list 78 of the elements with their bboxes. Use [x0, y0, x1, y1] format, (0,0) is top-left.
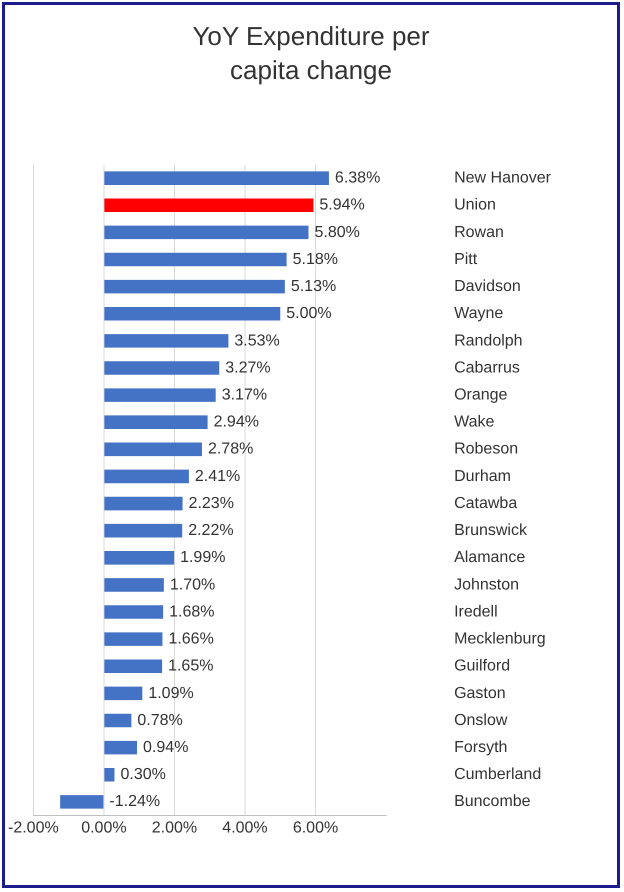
y-tick-label: Durham: [454, 468, 511, 485]
bar: [104, 442, 202, 456]
bar: [104, 306, 280, 321]
bar: [104, 361, 220, 375]
bar: [104, 578, 164, 592]
y-tick-label: Johnston: [454, 576, 520, 594]
y-tick-label: Cabarrus: [454, 359, 520, 376]
data-label: 2.94%: [214, 414, 259, 431]
y-tick-label: Forsyth: [454, 739, 508, 756]
y-tick-label: New Hanover: [454, 170, 552, 187]
data-label: 2.22%: [188, 522, 234, 540]
data-label: 5.13%: [290, 278, 336, 296]
bar: [104, 740, 138, 754]
bar: [104, 470, 189, 484]
bar: [104, 388, 216, 402]
data-label: 5.80%: [314, 224, 360, 241]
bar: [104, 686, 142, 700]
bar: [104, 198, 314, 212]
y-tick-label: Onslow: [454, 712, 508, 729]
bar: [104, 334, 228, 348]
y-tick-label: Union: [454, 196, 496, 214]
y-tick-label: Davidson: [454, 278, 521, 296]
y-tick-label: Iredell: [454, 603, 498, 620]
bar: [104, 768, 114, 782]
data-label: 0.30%: [120, 766, 166, 784]
y-tick-label: Guilford: [454, 658, 510, 675]
bar: [104, 415, 208, 429]
y-tick-label: Robeson: [454, 440, 518, 458]
data-label: 5.18%: [292, 250, 338, 268]
bar: [104, 226, 308, 240]
bar: [104, 659, 162, 674]
data-label: 1.66%: [168, 630, 214, 648]
data-label: 3.17%: [222, 386, 268, 404]
bar: [104, 605, 164, 619]
data-label: 1.68%: [169, 603, 215, 620]
bar: [60, 795, 104, 809]
chart-title: YoY Expenditure per capita change: [191, 20, 431, 87]
bar: [104, 524, 182, 538]
y-tick-label: Gaston: [454, 684, 506, 702]
bar: [104, 171, 329, 185]
y-tick-label: Catawba: [454, 494, 518, 512]
x-tick-label: -2.00%: [8, 819, 59, 836]
x-tick-label: 0.00%: [81, 819, 127, 836]
bar: [104, 632, 162, 646]
bar: [104, 496, 183, 510]
y-tick-label: Cumberland: [454, 766, 542, 784]
y-tick-label: Mecklenburg: [454, 630, 546, 648]
y-tick-label: Buncombe: [454, 793, 531, 810]
data-label: 2.78%: [208, 440, 254, 458]
y-tick-label: Randolph: [454, 332, 523, 350]
x-tick-label: 2.00%: [152, 819, 198, 836]
data-label: 2.23%: [188, 494, 234, 512]
y-tick-label: Alamance: [454, 549, 526, 566]
data-label: 3.53%: [234, 332, 280, 350]
data-label: 2.41%: [194, 468, 240, 485]
data-label: 3.27%: [225, 359, 271, 376]
bar: [104, 252, 287, 266]
y-tick-label: Orange: [454, 386, 508, 404]
data-label: 1.65%: [168, 658, 214, 675]
y-tick-label: Brunswick: [454, 522, 528, 540]
bar: [104, 714, 132, 728]
data-label: 1.99%: [180, 549, 226, 566]
y-tick-label: Wayne: [454, 305, 504, 322]
y-tick-label: Pitt: [454, 250, 478, 268]
data-label: 0.78%: [137, 712, 183, 729]
data-label: 1.70%: [170, 576, 216, 594]
data-label: -1.24%: [109, 793, 160, 810]
bar: [104, 551, 174, 565]
bar: [104, 280, 285, 294]
y-tick-label: Rowan: [454, 224, 504, 241]
x-tick-label: 4.00%: [222, 819, 268, 836]
data-label: 6.38%: [334, 170, 380, 187]
data-label: 5.94%: [319, 196, 365, 214]
data-label: 5.00%: [286, 305, 332, 322]
data-label: 0.94%: [143, 739, 188, 756]
data-label: 1.09%: [148, 684, 194, 702]
x-tick-label: 6.00%: [292, 819, 338, 836]
y-tick-label: Wake: [454, 414, 494, 431]
